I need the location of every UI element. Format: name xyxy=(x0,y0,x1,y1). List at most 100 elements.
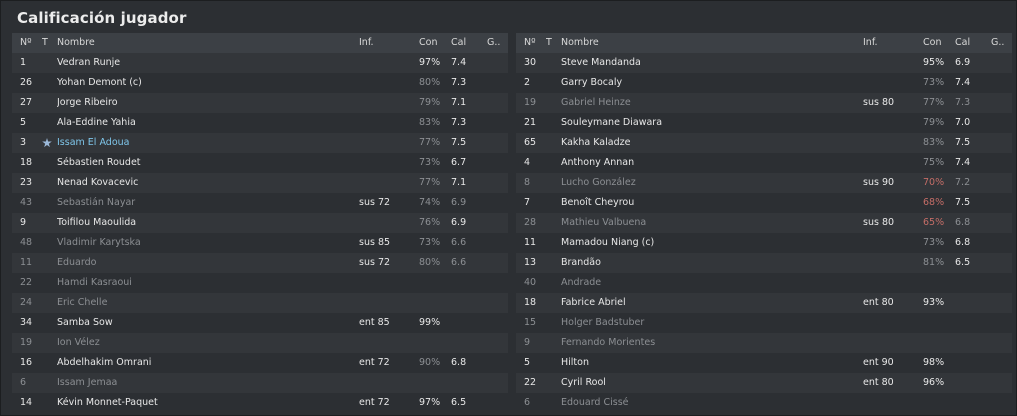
header-con[interactable]: Con xyxy=(923,37,942,48)
player-name[interactable]: Fernando Morientes xyxy=(561,337,656,348)
header-name[interactable]: Nombre xyxy=(57,37,95,48)
table-row[interactable]: 4 Anthony Annan 75% 7.4 xyxy=(516,153,1012,173)
table-row[interactable]: 9 Fernando Morientes xyxy=(516,333,1012,353)
table-row[interactable]: 11 Eduardo sus 72 80% 6.6 xyxy=(12,253,508,273)
table-row[interactable]: 9 Toifilou Maoulida 76% 6.9 xyxy=(12,213,508,233)
table-row[interactable]: 28 Mathieu Valbuena sus 80 65% 6.8 xyxy=(516,213,1012,233)
table-row[interactable]: 11 Mamadou Niang (c) 73% 6.8 xyxy=(516,233,1012,253)
player-name[interactable]: Hamdi Kasraoui xyxy=(57,277,132,288)
home-rows: 1 Vedran Runje 97% 7.4 26 Yohan Demont (c) 80%… xyxy=(12,53,508,413)
player-name[interactable]: Edouard Cissé xyxy=(561,397,629,408)
player-name[interactable]: Ala-Eddine Yahia xyxy=(57,117,136,128)
player-number: 4 xyxy=(524,157,531,168)
player-name[interactable]: Abdelhakim Omrani xyxy=(57,357,152,368)
table-row[interactable]: 18 Fabrice Abriel ent 80 93% xyxy=(516,293,1012,313)
table-row[interactable]: 22 Cyril Rool ent 80 96% xyxy=(516,373,1012,393)
table-row[interactable]: 23 Nenad Kovacevic 77% 7.1 xyxy=(12,173,508,193)
player-name[interactable]: Samba Sow xyxy=(57,317,113,328)
table-row[interactable]: 48 Vladimir Karytska sus 85 73% 6.6 xyxy=(12,233,508,253)
table-header: Nº T Nombre Inf. Con Cal G.. xyxy=(516,33,1012,53)
player-condition: 80% xyxy=(419,257,441,268)
table-row[interactable]: 65 Kakha Kaladze 83% 7.5 xyxy=(516,133,1012,153)
player-number: 22 xyxy=(524,377,537,388)
player-name[interactable]: Lucho González xyxy=(561,177,636,188)
player-name[interactable]: Cyril Rool xyxy=(561,377,606,388)
player-name[interactable]: Eduardo xyxy=(57,257,97,268)
player-name[interactable]: Yohan Demont (c) xyxy=(57,77,142,88)
player-name[interactable]: Hilton xyxy=(561,357,589,368)
table-row[interactable]: 6 Issam Jemaa xyxy=(12,373,508,393)
player-name[interactable]: Anthony Annan xyxy=(561,157,635,168)
player-name[interactable]: Eric Chelle xyxy=(57,297,108,308)
table-row[interactable]: 16 Abdelhakim Omrani ent 72 90% 6.8 xyxy=(12,353,508,373)
header-t[interactable]: T xyxy=(546,37,552,48)
table-row[interactable]: 8 Lucho González sus 90 70% 7.2 xyxy=(516,173,1012,193)
header-cal[interactable]: Cal xyxy=(955,37,971,48)
player-name[interactable]: Fabrice Abriel xyxy=(561,297,626,308)
table-row[interactable]: 5 Ala-Eddine Yahia 83% 7.3 xyxy=(12,113,508,133)
player-name[interactable]: Mathieu Valbuena xyxy=(561,217,647,228)
table-row[interactable]: 13 Brandão 81% 6.5 xyxy=(516,253,1012,273)
player-name[interactable]: Sebastián Nayar xyxy=(57,197,136,208)
player-name[interactable]: Nenad Kovacevic xyxy=(57,177,139,188)
player-name[interactable]: Jorge Ribeiro xyxy=(57,97,118,108)
header-cal[interactable]: Cal xyxy=(451,37,467,48)
player-rating xyxy=(955,333,987,353)
player-number: 23 xyxy=(20,177,33,188)
table-row[interactable]: 5 Hilton ent 90 98% xyxy=(516,353,1012,373)
player-name[interactable]: Gabriel Heinze xyxy=(561,97,631,108)
player-name[interactable]: Ion Vélez xyxy=(57,337,100,348)
player-name[interactable]: Mamadou Niang (c) xyxy=(561,237,655,248)
table-row[interactable]: 18 Sébastien Roudet 73% 6.7 xyxy=(12,153,508,173)
table-row[interactable]: 2 Garry Bocaly 73% 7.4 xyxy=(516,73,1012,93)
table-row[interactable]: 40 Andrade xyxy=(516,273,1012,293)
table-row[interactable]: 7 Benoît Cheyrou 68% 7.5 xyxy=(516,193,1012,213)
table-row[interactable]: 24 Eric Chelle xyxy=(12,293,508,313)
table-row[interactable]: 22 Hamdi Kasraoui xyxy=(12,273,508,293)
table-row[interactable]: 34 Samba Sow ent 85 99% xyxy=(12,313,508,333)
table-row[interactable]: 14 Kévin Monnet-Paquet ent 72 97% 6.5 xyxy=(12,393,508,413)
table-row[interactable]: 6 Edouard Cissé xyxy=(516,393,1012,413)
table-header: Nº T Nombre Inf. Con Cal G.. xyxy=(12,33,508,53)
header-con[interactable]: Con xyxy=(419,37,438,48)
header-number[interactable]: Nº xyxy=(20,37,32,48)
header-number[interactable]: Nº xyxy=(524,37,536,48)
player-info: sus 90 xyxy=(863,177,895,188)
player-name[interactable]: Issam Jemaa xyxy=(57,377,118,388)
player-name[interactable]: Kévin Monnet-Paquet xyxy=(57,397,158,408)
table-row[interactable]: 19 Ion Vélez xyxy=(12,333,508,353)
player-name[interactable]: Toifilou Maoulida xyxy=(57,217,137,228)
player-condition: 77% xyxy=(923,97,945,108)
table-row[interactable]: 15 Holger Badstuber xyxy=(516,313,1012,333)
table-row[interactable]: 27 Jorge Ribeiro 79% 7.1 xyxy=(12,93,508,113)
header-inf[interactable]: Inf. xyxy=(863,37,878,48)
player-name[interactable]: Garry Bocaly xyxy=(561,77,623,88)
player-name[interactable]: Vedran Runje xyxy=(57,57,121,68)
player-name[interactable]: Vladimir Karytska xyxy=(57,237,141,248)
header-name[interactable]: Nombre xyxy=(561,37,599,48)
player-rating xyxy=(955,353,987,373)
table-row[interactable]: 30 Steve Mandanda 95% 6.9 xyxy=(516,53,1012,73)
player-name[interactable]: Souleymane Diawara xyxy=(561,117,663,128)
player-number: 15 xyxy=(524,317,537,328)
header-g[interactable]: G.. xyxy=(991,37,1005,48)
player-name[interactable]: Holger Badstuber xyxy=(561,317,645,328)
player-name[interactable]: Kakha Kaladze xyxy=(561,137,631,148)
player-name[interactable]: Issam El Adoua xyxy=(57,137,130,148)
player-name[interactable]: Andrade xyxy=(561,277,602,288)
table-row[interactable]: 1 Vedran Runje 97% 7.4 xyxy=(12,53,508,73)
header-t[interactable]: T xyxy=(42,37,48,48)
table-row[interactable]: 19 Gabriel Heinze sus 80 77% 7.3 xyxy=(516,93,1012,113)
header-g[interactable]: G.. xyxy=(487,37,501,48)
player-name[interactable]: Steve Mandanda xyxy=(561,57,641,68)
table-row[interactable]: 26 Yohan Demont (c) 80% 7.3 xyxy=(12,73,508,93)
player-name[interactable]: Sébastien Roudet xyxy=(57,157,141,168)
player-name[interactable]: Brandão xyxy=(561,257,601,268)
table-row[interactable]: 3 Issam El Adoua 77% 7.5 xyxy=(12,133,508,153)
table-row[interactable]: 43 Sebastián Nayar sus 72 74% 6.9 xyxy=(12,193,508,213)
header-inf[interactable]: Inf. xyxy=(359,37,374,48)
player-name[interactable]: Benoît Cheyrou xyxy=(561,197,635,208)
player-info xyxy=(863,393,918,413)
table-row[interactable]: 21 Souleymane Diawara 79% 7.0 xyxy=(516,113,1012,133)
